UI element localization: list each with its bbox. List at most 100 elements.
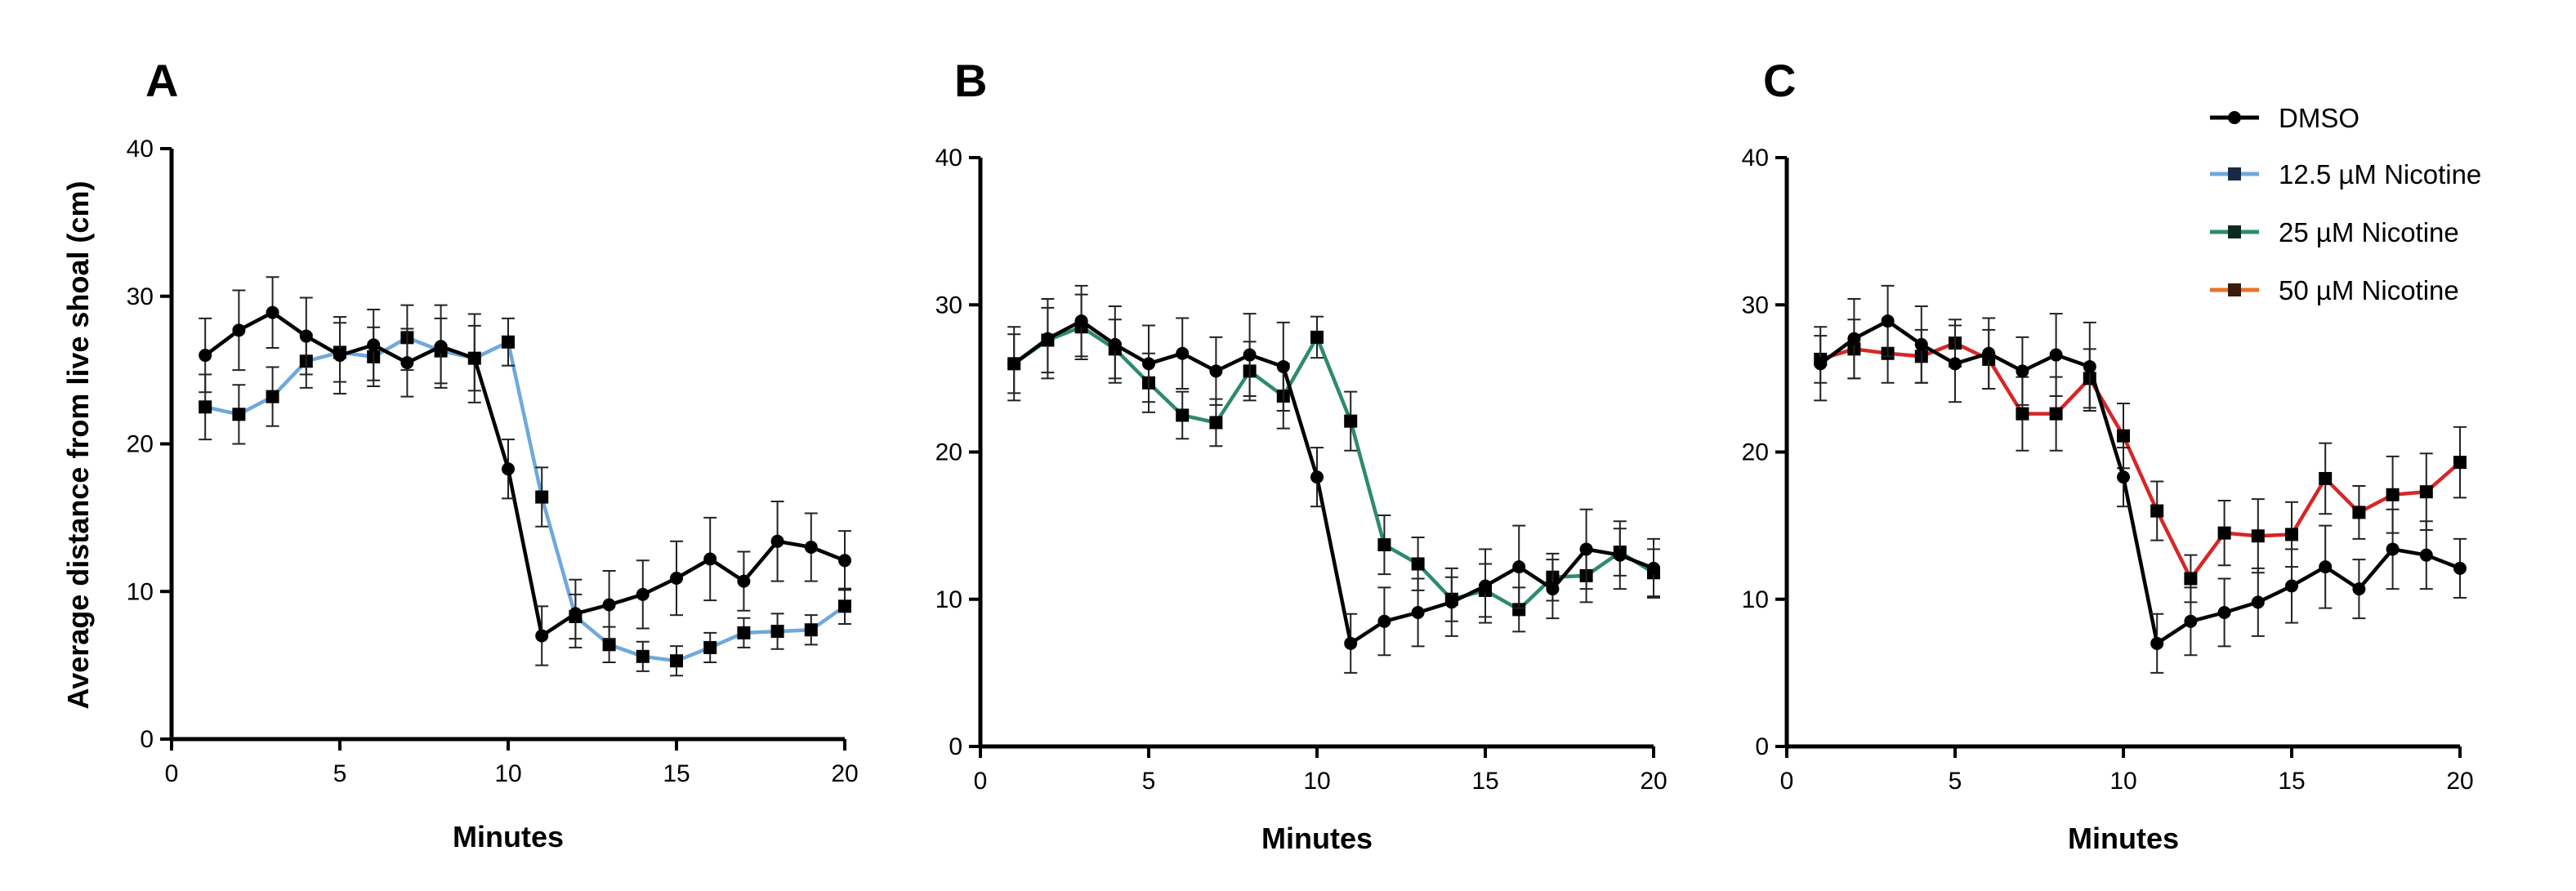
data-point xyxy=(2251,595,2265,609)
data-point xyxy=(1344,636,1358,650)
data-point xyxy=(535,490,549,504)
data-point xyxy=(838,554,851,568)
data-point xyxy=(2049,348,2063,362)
x-tick-label-b: 0 xyxy=(974,768,988,795)
legend-marker-12-5 xyxy=(2228,167,2241,180)
data-point xyxy=(636,649,650,663)
data-point xyxy=(1377,614,1391,628)
data-point xyxy=(367,338,381,352)
data-point xyxy=(2453,561,2467,575)
data-point xyxy=(199,349,212,363)
data-point xyxy=(1411,605,1425,619)
data-point xyxy=(2150,504,2164,518)
data-point xyxy=(1176,346,1190,360)
data-point xyxy=(2285,528,2298,541)
data-point xyxy=(703,640,717,654)
data-point xyxy=(333,349,346,363)
panel-c: C Minutes 0 10 20 30 40 0 5 10 15 20 xyxy=(1742,55,2474,855)
series-line-12-5-um-nicotine-a xyxy=(204,336,846,663)
data-point xyxy=(838,599,851,613)
y-axis-title-a: Average distance from live shoal (cm) xyxy=(61,181,95,710)
data-point xyxy=(1074,314,1088,328)
x-tick-label-a: 10 xyxy=(494,760,521,787)
y-tick-label-a: 0 xyxy=(140,726,154,753)
x-tick-label-a: 15 xyxy=(663,760,690,787)
data-point xyxy=(1377,538,1391,552)
x-tick-label-c: 20 xyxy=(2446,768,2473,795)
y-tick-label-c: 20 xyxy=(1742,439,1769,466)
data-point xyxy=(1176,408,1190,422)
data-point xyxy=(502,462,515,476)
data-point xyxy=(2386,542,2400,556)
data-point xyxy=(770,534,784,548)
data-point xyxy=(232,323,246,337)
data-point xyxy=(2453,456,2467,470)
data-point xyxy=(1881,314,1895,328)
data-point xyxy=(2419,485,2433,499)
x-tick-label-c: 10 xyxy=(2109,768,2136,795)
y-tick-label-c: 0 xyxy=(1755,733,1769,760)
data-point xyxy=(434,340,448,354)
series-dmso-b xyxy=(1007,284,1660,674)
data-point xyxy=(266,390,279,403)
data-point xyxy=(2184,572,2198,586)
data-point xyxy=(1444,595,1458,609)
data-point xyxy=(1479,579,1492,593)
data-point xyxy=(2319,560,2333,574)
y-tick-label-a: 40 xyxy=(127,136,154,163)
data-point xyxy=(1310,330,1324,344)
data-point xyxy=(1243,348,1257,362)
data-point xyxy=(770,625,784,639)
data-point xyxy=(804,623,818,637)
data-point xyxy=(2217,605,2231,619)
legend-label-25: 25 µM Nicotine xyxy=(2279,217,2459,247)
data-point xyxy=(2083,359,2096,373)
data-point xyxy=(670,571,683,585)
data-point xyxy=(602,638,616,652)
series-line-50-um-nicotine-c xyxy=(1819,341,2462,581)
y-tick-label-a: 30 xyxy=(127,283,154,310)
x-tick-label-a: 0 xyxy=(165,760,179,787)
data-point xyxy=(2352,506,2366,519)
data-point xyxy=(2285,579,2298,593)
panel-a: A Average distance from live shoal (cm) … xyxy=(61,55,859,853)
data-point xyxy=(299,329,313,343)
data-point xyxy=(2117,470,2130,484)
series-25-um-nicotine-b xyxy=(1007,293,1660,633)
data-point xyxy=(400,356,414,370)
data-point xyxy=(1209,364,1223,378)
series-line-dmso-c xyxy=(1819,319,2461,646)
data-point xyxy=(1546,582,1560,596)
panel-letter-a: A xyxy=(145,55,178,106)
data-point xyxy=(2352,582,2366,596)
data-point xyxy=(2217,526,2231,540)
data-point xyxy=(2184,614,2198,628)
x-tick-label-c: 5 xyxy=(1949,768,1962,795)
data-point xyxy=(1209,416,1223,430)
data-point xyxy=(1041,332,1055,345)
data-point xyxy=(1007,357,1021,371)
x-axis-title-b: Minutes xyxy=(1261,822,1373,855)
data-point xyxy=(232,408,246,421)
data-point xyxy=(467,351,481,365)
data-point xyxy=(1108,337,1122,351)
data-point xyxy=(1814,357,1828,371)
data-point xyxy=(670,654,683,668)
legend-entry-12-5-nicotine: 12.5 µM Nicotine xyxy=(2210,159,2481,189)
legend-label-dmso: DMSO xyxy=(2279,103,2359,133)
x-tick-label-b: 20 xyxy=(1640,768,1667,795)
data-point xyxy=(1847,332,1861,345)
y-tick-label-a: 20 xyxy=(127,431,154,458)
data-point xyxy=(2016,364,2029,378)
data-point xyxy=(1647,561,1660,575)
data-point xyxy=(1949,357,1962,371)
data-point xyxy=(2016,407,2029,421)
y-tick-label-c: 10 xyxy=(1742,586,1769,613)
legend-marker-25 xyxy=(2228,225,2241,238)
legend: DMSO 12.5 µM Nicotine 25 µM Nicotine 50 … xyxy=(2210,103,2481,305)
series-dmso-c xyxy=(1814,284,2467,674)
data-point xyxy=(1512,560,1526,574)
x-tick-label-a: 20 xyxy=(831,760,858,787)
y-tick-label-c: 40 xyxy=(1742,145,1769,172)
